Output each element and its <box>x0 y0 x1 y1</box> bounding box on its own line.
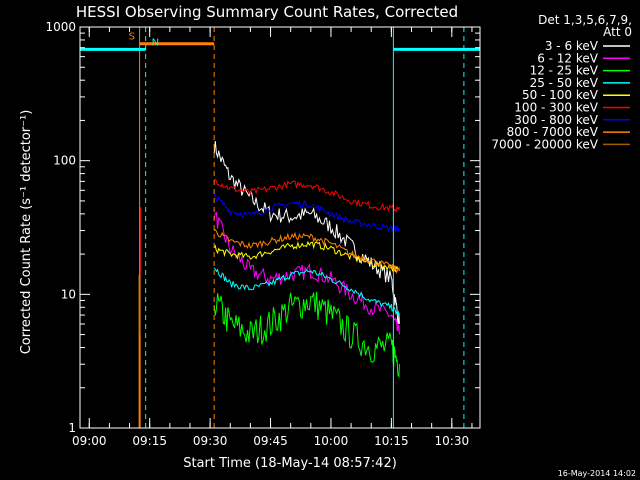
x-tick-label: 09:00 <box>72 434 107 448</box>
legend-entry-label: 3 - 6 keV <box>545 39 599 53</box>
legend-entry-label: 300 - 800 keV <box>514 113 598 127</box>
legend-entry-label: 12 - 25 keV <box>530 64 599 78</box>
chart-title: HESSI Observing Summary Count Rates, Cor… <box>76 3 458 21</box>
y-tick-label: 10 <box>61 287 76 301</box>
flag-label-s: S <box>129 32 135 43</box>
y-tick-label: 100 <box>53 154 76 168</box>
legend-entry-label: 25 - 50 keV <box>530 76 599 90</box>
series-line-6-12-kev <box>213 211 400 335</box>
y-tick-label: 1 <box>68 421 76 435</box>
series-line-3-6-kev <box>213 140 400 325</box>
legend-entry-label: 6 - 12 keV <box>537 51 599 65</box>
series-line-12-25-kev <box>213 291 400 378</box>
x-axis-label: Start Time (18-May-14 08:57:42) <box>183 456 397 471</box>
plot-frame <box>79 26 481 429</box>
series-line-300-800-kev <box>213 192 400 233</box>
legend-header-line-2: Att 0 <box>603 25 632 39</box>
x-tick-label: 10:30 <box>435 434 470 448</box>
x-tick-label: 10:15 <box>374 434 409 448</box>
x-tick-label: 10:00 <box>314 434 349 448</box>
footer-timestamp: 16-May-2014 14:02 <box>558 469 636 478</box>
y-axis-label: Corrected Count Rate (s⁻¹ detector⁻¹) <box>19 110 34 355</box>
y-tick-label: 1000 <box>45 20 76 34</box>
legend-header-line-1: Det 1,3,5,6,7,9, <box>538 13 632 27</box>
series-line-25-50-kev <box>213 267 400 316</box>
x-tick-label: 09:30 <box>193 434 228 448</box>
legend-entry-label: 7000 - 20000 keV <box>491 137 598 151</box>
series-line-800-7000-kev <box>213 228 400 275</box>
plot-area: S N 1 10 100 1000 09:00 09:15 09:30 09:45 10:00 10:… <box>45 20 481 448</box>
flag-label-n: N <box>152 37 159 48</box>
x-tick-label: 09:45 <box>253 434 288 448</box>
series-line-100-300-kev <box>213 178 400 213</box>
legend-entry-label: 800 - 7000 keV <box>507 125 599 139</box>
x-tick-label: 09:15 <box>132 434 167 448</box>
legend-entry-label: 100 - 300 keV <box>514 101 598 115</box>
legend-entry-label: 50 - 100 keV <box>522 88 599 102</box>
